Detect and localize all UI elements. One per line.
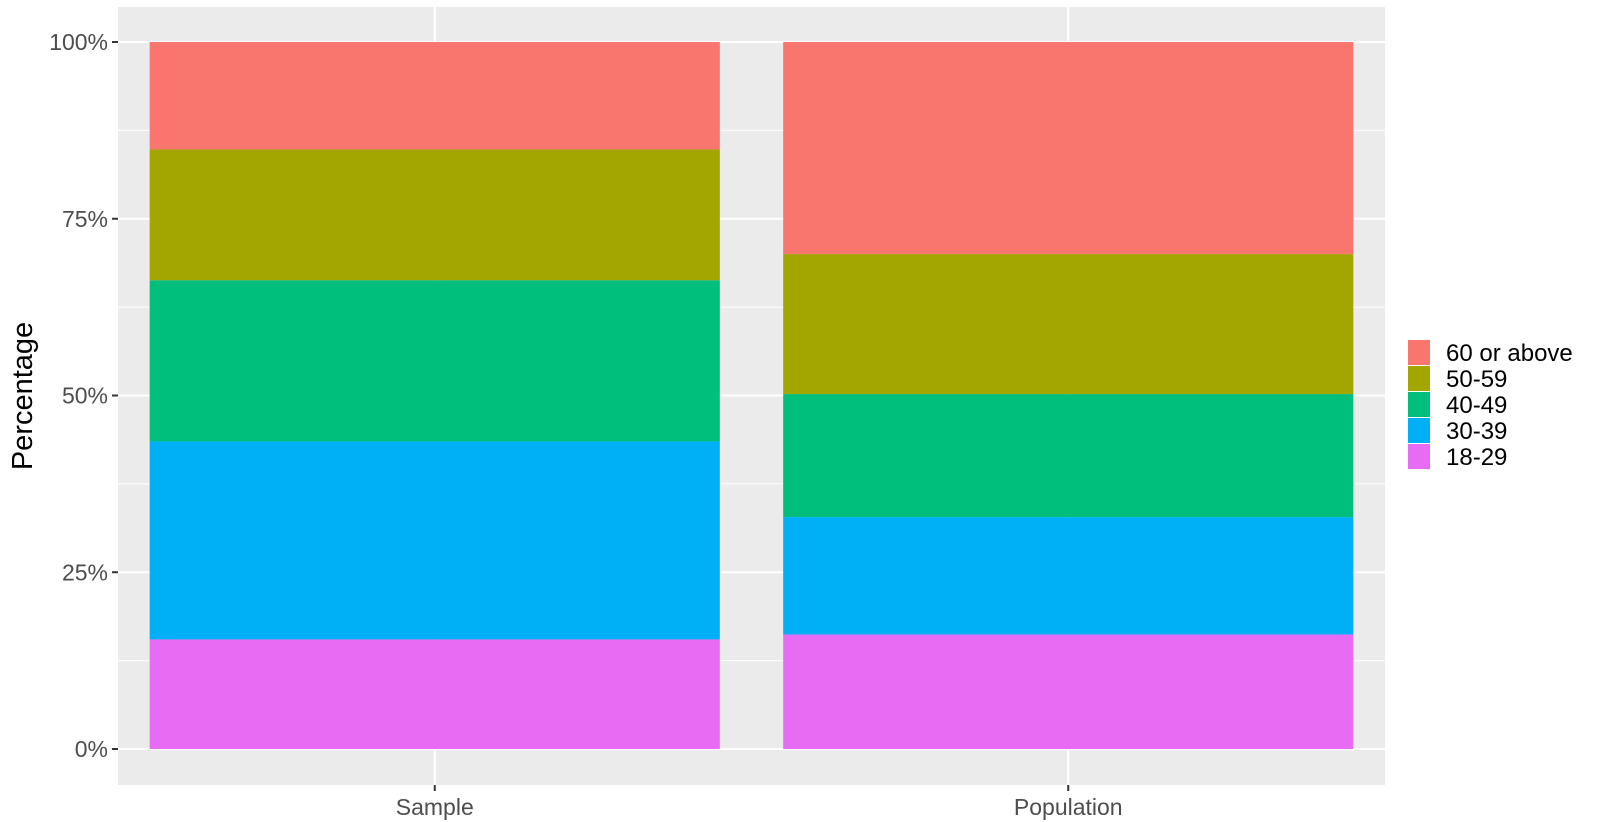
bar-segment-population-50-59 (783, 254, 1354, 395)
legend-label: 40-49 (1446, 392, 1507, 419)
y-tick-label: 100% (49, 29, 108, 55)
legend-key (1408, 366, 1430, 391)
legend-label: 60 or above (1446, 340, 1573, 367)
bar-segment-sample-60-or-above (149, 42, 720, 150)
bars (149, 42, 1354, 749)
y-axis: 0% 25% 50% 75% 100% (49, 29, 118, 762)
y-tick-label: 25% (62, 559, 108, 585)
x-tick-label: Population (1014, 794, 1123, 820)
y-tick-label: 75% (62, 206, 108, 232)
legend-key (1408, 444, 1430, 469)
legend-key (1408, 418, 1430, 443)
legend-label: 30-39 (1446, 418, 1507, 445)
legend-label: 50-59 (1446, 366, 1507, 393)
x-tick-label: Sample (396, 794, 474, 820)
bar-segment-population-30-39 (783, 517, 1354, 635)
y-axis-title: Percentage (7, 322, 39, 470)
bar-segment-population-18-29 (783, 634, 1354, 749)
legend-key (1408, 392, 1430, 417)
bar-segment-population-40-49 (783, 394, 1354, 518)
x-axis: Sample Population (396, 785, 1123, 820)
bar-segment-population-60-or-above (783, 42, 1354, 255)
bar-segment-sample-18-29 (149, 639, 720, 749)
bar-segment-sample-50-59 (149, 149, 720, 281)
bar-segment-sample-40-49 (149, 280, 720, 442)
bar-segment-sample-30-39 (149, 441, 720, 640)
y-tick-label: 50% (62, 383, 108, 409)
legend-key (1408, 340, 1430, 365)
legend-label: 18-29 (1446, 444, 1507, 471)
y-tick-label: 0% (75, 736, 108, 762)
